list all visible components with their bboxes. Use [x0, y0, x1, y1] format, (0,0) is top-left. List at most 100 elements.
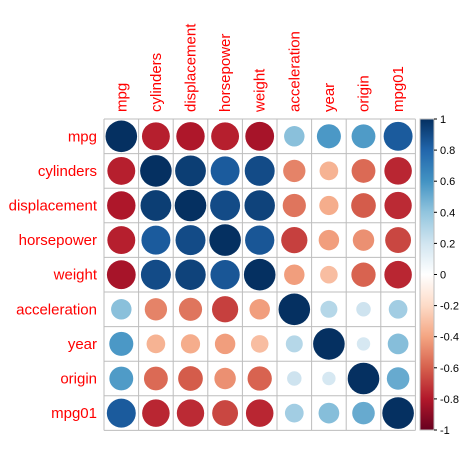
correlation-circle — [246, 399, 274, 427]
row-label: mpg — [68, 128, 97, 145]
correlation-circle — [215, 334, 235, 354]
correlation-circle — [352, 159, 376, 183]
correlation-circle — [356, 302, 370, 316]
correlation-circle — [388, 334, 409, 355]
row-label: displacement — [9, 198, 98, 215]
colorbar-tick-label: 0.6 — [440, 176, 455, 188]
correlation-circle — [281, 227, 307, 253]
correlation-circle — [142, 399, 170, 427]
colorbar-tick-label: -0.2 — [440, 301, 459, 313]
column-label: displacement — [183, 23, 200, 112]
colorbar-tick-label: -0.6 — [440, 363, 459, 375]
correlation-circle — [109, 332, 133, 356]
row-label: origin — [60, 371, 97, 388]
correlation-circle — [144, 367, 168, 391]
correlation-circle — [319, 196, 338, 215]
row-label: weight — [53, 267, 98, 284]
correlation-circle — [319, 230, 339, 250]
correlation-circle — [107, 260, 136, 289]
correlation-circle — [352, 402, 375, 425]
correlation-circle — [175, 259, 205, 289]
correlation-circle — [287, 371, 301, 385]
correlation-circle — [141, 190, 172, 221]
correlation-circle — [317, 124, 341, 148]
correlation-circle — [279, 294, 311, 326]
correlation-circle — [384, 261, 412, 289]
colorbar-tick-label: -0.4 — [440, 332, 459, 344]
row-label: year — [68, 336, 97, 353]
correlation-circle — [179, 298, 202, 321]
column-label: weight — [252, 68, 269, 113]
correlation-circle — [284, 264, 304, 284]
colorbar — [420, 119, 434, 430]
row-label: mpg01 — [51, 405, 97, 422]
correlation-circle — [322, 372, 335, 385]
correlation-circle — [389, 300, 408, 319]
correlation-circle — [209, 224, 241, 256]
correlation-circle — [352, 124, 376, 148]
correlation-circle — [351, 263, 375, 287]
correlation-circle — [248, 366, 272, 390]
correlation-circle — [176, 225, 206, 255]
colorbar-tick-label: -1 — [440, 425, 450, 437]
row-label: cylinders — [38, 163, 97, 180]
correlation-circle — [351, 193, 376, 218]
column-label: cylinders — [148, 53, 165, 112]
correlation-circle — [109, 367, 133, 391]
correlation-circle — [320, 162, 339, 181]
column-label: mpg — [113, 83, 130, 112]
correlation-circle — [387, 367, 410, 390]
correlation-circle — [286, 335, 303, 352]
correlation-circle — [145, 298, 167, 320]
correlation-circle — [212, 400, 238, 426]
correlation-circle — [283, 160, 305, 182]
correlation-circle — [181, 334, 200, 353]
correlation-circle — [320, 266, 338, 284]
correlation-circle — [384, 157, 412, 185]
correlation-circle — [382, 397, 414, 429]
correlation-circle — [106, 121, 138, 153]
column-label: acceleration — [286, 31, 303, 112]
correlation-circle — [384, 192, 411, 219]
colorbar-tick-label: 0.8 — [440, 145, 455, 157]
row-label: acceleration — [16, 301, 97, 318]
column-label: mpg01 — [390, 66, 407, 112]
row-label: horsepower — [19, 232, 97, 249]
correlation-circle — [210, 191, 240, 221]
column-label: origin — [356, 75, 373, 112]
correlation-circle — [211, 156, 240, 185]
column-label: year — [321, 83, 338, 112]
correlation-circle — [348, 363, 380, 395]
correlation-circle — [320, 301, 337, 318]
colorbar-tick-label: -0.8 — [440, 394, 459, 406]
correlation-circle — [210, 260, 239, 289]
correlation-circle — [107, 157, 135, 185]
correlation-circle — [142, 122, 170, 150]
correlation-circle — [107, 226, 135, 254]
correlation-circle — [244, 190, 274, 220]
correlation-circle — [283, 194, 306, 217]
correlation-circle — [178, 366, 203, 391]
correlation-circle — [245, 156, 275, 186]
correlation-circle — [140, 155, 172, 187]
correlation-circle — [147, 335, 166, 354]
correlation-circle — [249, 299, 269, 319]
correlation-circle — [319, 403, 340, 424]
correlation-circle — [107, 399, 136, 428]
correlation-circle — [111, 299, 131, 319]
correlation-circle — [384, 122, 413, 151]
colorbar-tick-label: 1 — [440, 114, 446, 126]
correlation-circle — [177, 399, 204, 426]
column-label: horsepower — [217, 34, 234, 112]
correlation-circle — [214, 368, 235, 389]
correlation-circle — [175, 190, 207, 222]
correlation-circle — [357, 337, 370, 350]
correlation-circle — [176, 122, 204, 150]
colorbar-tick-label: 0.2 — [440, 238, 455, 250]
correlation-circle — [107, 191, 135, 219]
colorbar-tick-label: 0.4 — [440, 207, 455, 219]
correlation-circle — [251, 335, 269, 353]
correlation-circle — [244, 259, 276, 291]
